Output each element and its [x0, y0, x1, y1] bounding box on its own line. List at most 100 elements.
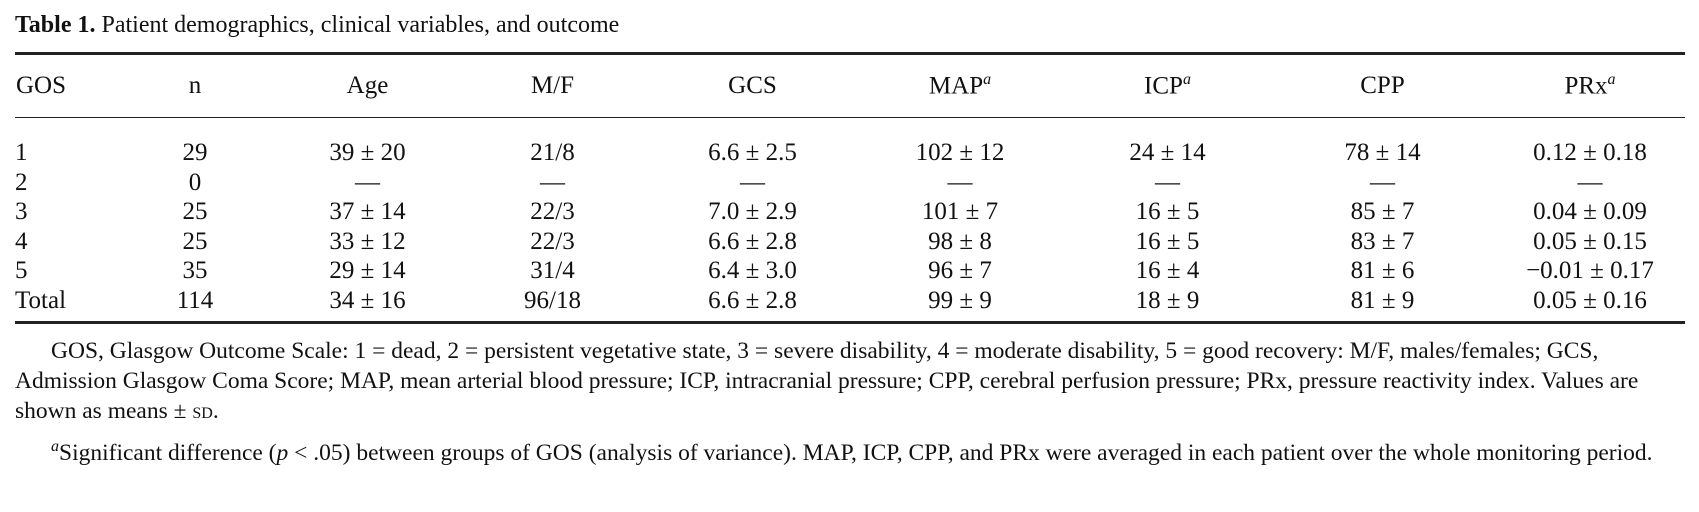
- table-cell: 22/3: [530, 198, 575, 225]
- table-cell: 7.0 ± 2.9: [708, 198, 797, 225]
- table-cell: 99 ± 9: [928, 286, 992, 314]
- table-cell: 22/3: [530, 227, 575, 255]
- header-note: a: [983, 71, 992, 89]
- table-cell: 18 ± 9: [1135, 286, 1200, 314]
- column-header: CPP: [1270, 54, 1495, 118]
- footnote: GOS, Glasgow Outcome Scale: 1 = dead, 2 …: [15, 336, 1685, 426]
- table-cell: 33 ± 12: [329, 227, 406, 255]
- table-row: Total 114 34 ± 16 96/18 6.6 ± 2.8 99 ± 9 18 ± …: [15, 286, 1685, 323]
- footnote-text: SD: [192, 398, 213, 424]
- table-cell: 6.6 ± 2.5: [708, 139, 797, 166]
- table-cell: 78 ± 14: [1344, 139, 1421, 166]
- header-note: a: [1182, 71, 1191, 89]
- table-cell: 37 ± 14: [329, 198, 406, 225]
- table-cell: 102 ± 12: [915, 139, 1005, 166]
- table-cell: 6.6 ± 2.8: [708, 286, 797, 314]
- table-cell: 98 ± 8: [928, 227, 992, 255]
- table-cell: 39 ± 20: [329, 139, 406, 166]
- table-cell: —: [355, 168, 380, 196]
- table-cell: 24 ± 14: [1129, 139, 1206, 166]
- column-header: M/F: [455, 54, 650, 118]
- table-cell: 31/4: [530, 257, 575, 284]
- column-header: MAPa: [855, 54, 1065, 118]
- table-cell: 0.12 ± 0.18: [1533, 139, 1647, 166]
- footnote-text: Significant difference (: [59, 439, 277, 466]
- table-cell: 16 ± 4: [1135, 257, 1200, 284]
- table-caption: Table 1. Patient demographics, clinical …: [15, 8, 1685, 42]
- table-row: 1 29 39 ± 20 21/8 6.6 ± 2.5 102 ± 12 24 ± 14 78…: [15, 118, 1685, 168]
- table-cell: 0: [188, 168, 202, 196]
- header-text: Age: [346, 72, 389, 99]
- table-cell: 29 ± 14: [329, 257, 406, 284]
- table-cell: 1: [15, 139, 28, 166]
- table-cell: 101 ± 7: [921, 198, 999, 225]
- table-label: Table 1.: [15, 12, 96, 38]
- table-cell: 34 ± 16: [329, 286, 406, 314]
- table-cell: 3: [15, 198, 28, 225]
- table-cell: —: [540, 168, 565, 196]
- table-title: Patient demographics, clinical variables…: [101, 12, 620, 38]
- column-header: Age: [280, 54, 455, 118]
- table-cell: 5: [15, 257, 28, 284]
- table-cell: —: [1370, 168, 1395, 196]
- table-cell: 25: [182, 227, 208, 255]
- table-cell: 83 ± 7: [1350, 227, 1415, 255]
- footnote-text: p: [276, 439, 289, 466]
- footnote: aSignificant difference (p < .05) betwee…: [15, 432, 1685, 468]
- table-cell: 25: [182, 198, 208, 225]
- footnotes: GOS, Glasgow Outcome Scale: 1 = dead, 2 …: [15, 336, 1685, 468]
- table-body: 1 29 39 ± 20 21/8 6.6 ± 2.5 102 ± 12 24 ± 14 78…: [15, 118, 1685, 323]
- table-row: 3 25 37 ± 14 22/3 7.0 ± 2.9 101 ± 7 16 ± 5 85 ±…: [15, 197, 1685, 227]
- table-row: 2 0 — — — — — — —: [15, 168, 1685, 198]
- document: Table 1. Patient demographics, clinical …: [15, 8, 1685, 474]
- header-note: a: [1607, 71, 1616, 89]
- table-cell: 6.4 ± 3.0: [708, 257, 797, 284]
- column-header: GOS: [15, 54, 110, 118]
- table-row: 5 35 29 ± 14 31/4 6.4 ± 3.0 96 ± 7 16 ± 4 81 ± …: [15, 256, 1685, 286]
- table-cell: 2: [15, 168, 28, 196]
- header-text: GCS: [728, 72, 777, 99]
- table-cell: 16 ± 5: [1135, 198, 1200, 225]
- table-cell: —: [947, 168, 973, 196]
- column-header: n: [110, 54, 280, 118]
- table-head: GOS n Age M/F GCS MAPa ICPa CPP PRxa: [15, 53, 1685, 118]
- header-row: GOS n Age M/F GCS MAPa ICPa CPP PRxa: [15, 53, 1685, 118]
- footnote-text: < .05) between groups of GOS (analysis o…: [288, 439, 1653, 466]
- header-text: ICP: [1144, 72, 1183, 100]
- table-cell: 29: [182, 139, 208, 166]
- table-cell: 16 ± 5: [1135, 227, 1200, 255]
- table-cell: 0.05 ± 0.15: [1533, 227, 1647, 255]
- column-header: PRxa: [1495, 54, 1685, 118]
- table-cell: 0.04 ± 0.09: [1533, 198, 1647, 225]
- data-table: GOS n Age M/F GCS MAPa ICPa CPP PRxa 1 29 39 ± 20 2…: [15, 52, 1685, 324]
- footnote-text: .: [212, 398, 219, 424]
- table-cell: 96/18: [524, 286, 581, 314]
- table-cell: 4: [15, 227, 28, 255]
- header-text: PRx: [1564, 72, 1608, 100]
- header-text: MAP: [928, 72, 984, 100]
- table-cell: 85 ± 7: [1350, 198, 1415, 225]
- table-cell: 81 ± 6: [1350, 257, 1415, 284]
- table-cell: 6.6 ± 2.8: [708, 227, 797, 255]
- column-header: GCS: [650, 54, 855, 118]
- table-cell: 96 ± 7: [928, 257, 992, 284]
- table-cell: −0.01 ± 0.17: [1526, 257, 1654, 284]
- column-header: ICPa: [1065, 54, 1270, 118]
- table-cell: —: [740, 168, 765, 196]
- table-cell: 21/8: [530, 139, 575, 166]
- table-cell: 0.05 ± 0.16: [1533, 286, 1647, 314]
- footnote-text: a: [51, 438, 59, 455]
- table-cell: —: [1577, 168, 1603, 196]
- header-text: n: [188, 72, 202, 99]
- table-cell: 35: [182, 257, 208, 284]
- header-text: M/F: [530, 72, 575, 99]
- header-text: CPP: [1360, 72, 1405, 99]
- footnote-text: GOS, Glasgow Outcome Scale: 1 = dead, 2 …: [15, 338, 1639, 424]
- table-row: 4 25 33 ± 12 22/3 6.6 ± 2.8 98 ± 8 16 ± 5 83 ± …: [15, 227, 1685, 257]
- table-cell: 81 ± 9: [1350, 286, 1415, 314]
- header-text: GOS: [16, 72, 67, 99]
- table-cell: Total: [15, 286, 67, 314]
- table-cell: —: [1155, 168, 1180, 196]
- table-cell: 114: [176, 286, 214, 314]
